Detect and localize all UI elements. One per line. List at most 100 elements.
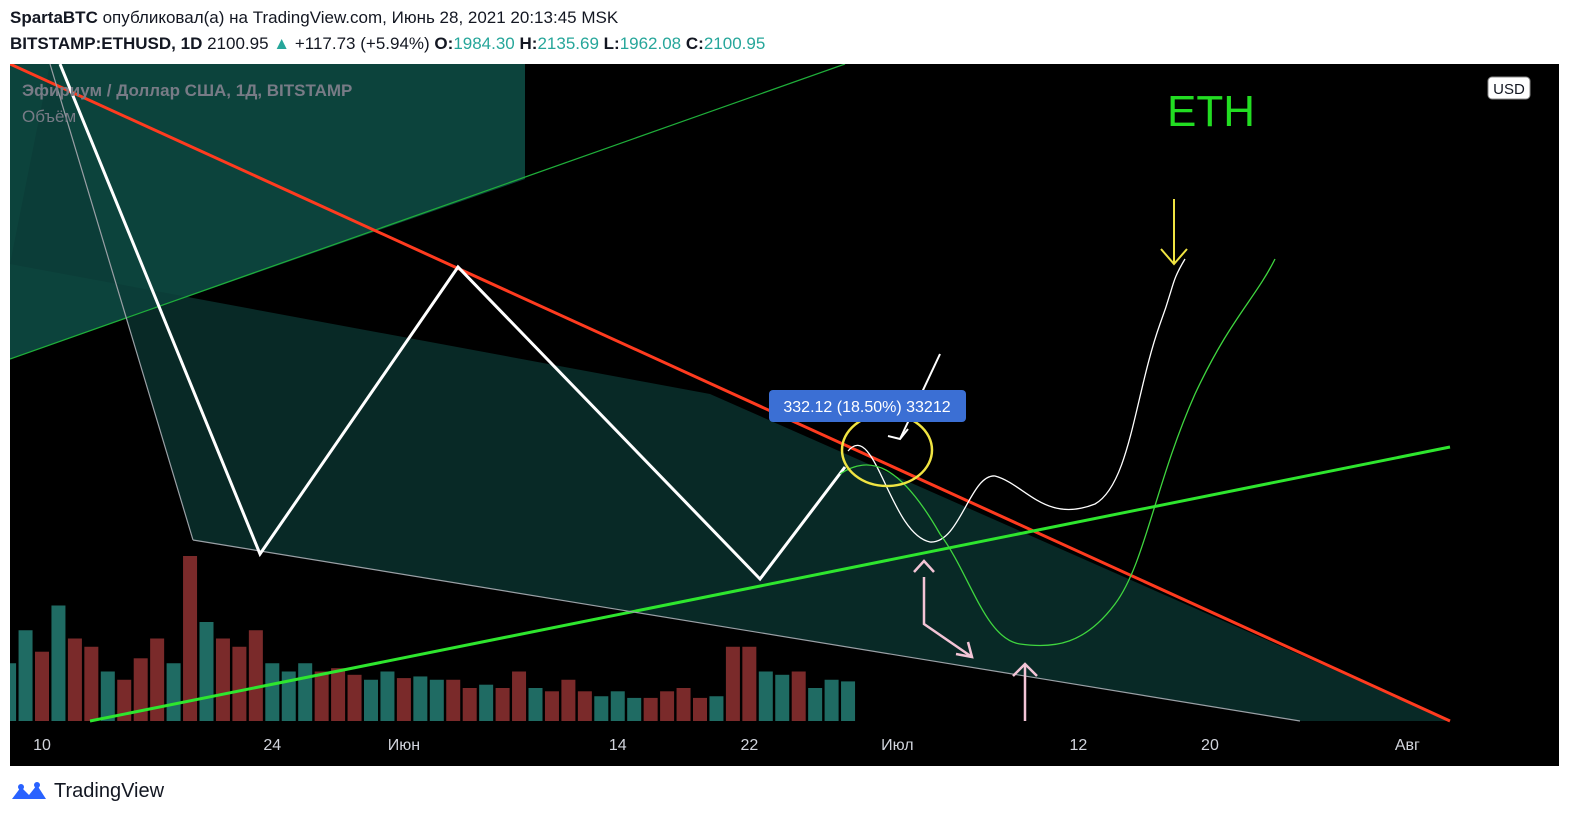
- time-tick-label: 24: [263, 737, 281, 754]
- volume-bar: [18, 630, 33, 721]
- volume-bar: [133, 658, 148, 721]
- volume-bar: [577, 691, 592, 721]
- high-value: 2135.69: [537, 34, 599, 53]
- volume-bar: [429, 679, 444, 721]
- volume-bar: [413, 676, 428, 721]
- volume-bar: [791, 671, 806, 721]
- volume-bar: [232, 646, 247, 721]
- currency-badge[interactable]: [1487, 76, 1531, 100]
- volume-bar: [35, 651, 49, 721]
- symbol-info: BITSTAMP:ETHUSD, 1D 2100.95 ▲ +117.73 (+…: [10, 34, 765, 54]
- tradingview-logo-icon: [12, 781, 46, 799]
- volume-bar: [67, 638, 82, 721]
- volume-bar: [150, 638, 165, 721]
- symbol-label: BITSTAMP:ETHUSD, 1D: [10, 34, 203, 53]
- volume-bar: [84, 646, 99, 721]
- measure-tooltip-text: 332.12 (18.50%) 33212: [783, 399, 950, 416]
- volume-bar: [495, 688, 510, 721]
- volume-bar: [298, 663, 313, 721]
- volume-bar: [10, 663, 17, 721]
- volume-bar: [758, 671, 773, 721]
- time-tick-label: 12: [1069, 737, 1087, 754]
- high-label: H:: [519, 34, 538, 53]
- low-value: 1962.08: [619, 34, 682, 53]
- time-tick-label: 20: [1201, 737, 1219, 754]
- volume-bar: [544, 691, 559, 721]
- lower-wedge-line: [192, 539, 1301, 722]
- volume-bar: [100, 671, 115, 721]
- pink-arrow-head-right: [955, 641, 974, 659]
- volume-bar: [610, 691, 625, 721]
- volume-bar: [627, 697, 642, 721]
- volume-bar: [824, 679, 839, 721]
- volume-legend-label: Объём: [22, 107, 76, 126]
- volume-bar: [676, 688, 691, 721]
- chart-panel[interactable]: 4000.003600.003200.002800.002400.002200.…: [10, 64, 1559, 766]
- low-label: L:: [603, 34, 620, 53]
- volume-bar: [660, 691, 675, 721]
- left-wedge-line: [49, 64, 194, 541]
- volume-bar: [166, 663, 181, 721]
- author[interactable]: SpartaBTC: [10, 8, 98, 27]
- white-projection-curve[interactable]: [847, 258, 1186, 543]
- volume-bar: [808, 688, 823, 721]
- price-change: +117.73 (+5.94%): [294, 34, 430, 53]
- volume-bar: [215, 638, 230, 721]
- support-trendline[interactable]: [89, 445, 1451, 723]
- volume-bar: [709, 696, 724, 721]
- close-value: 2100.95: [703, 34, 766, 53]
- eth-annotation[interactable]: ETH: [1167, 87, 1255, 136]
- volume-bar: [594, 696, 609, 721]
- upper-green-trendline[interactable]: [10, 64, 846, 360]
- upper-channel-fill: [10, 64, 525, 359]
- time-tick-label: Июн: [388, 737, 420, 754]
- chart-legend-title: Эфириум / Доллар США, 1Д, BITSTAMP: [22, 81, 352, 100]
- time-tick-label: Июл: [881, 737, 913, 754]
- volume-bar: [512, 671, 527, 721]
- volume-bar: [841, 681, 856, 721]
- volume-bar: [479, 684, 494, 721]
- volume-bar: [199, 622, 214, 721]
- volume-bar: [281, 671, 296, 721]
- volume-bar: [561, 679, 576, 721]
- footer-brand[interactable]: TradingView: [10, 780, 164, 803]
- pink-arrow-head-up: [913, 559, 935, 573]
- up-triangle-icon: ▲: [273, 34, 291, 53]
- volume-bar: [117, 679, 132, 721]
- volume-bar: [265, 663, 280, 721]
- resistance-trendline[interactable]: [10, 64, 1451, 723]
- time-tick-label: Авг: [1395, 737, 1420, 754]
- measure-tooltip-box[interactable]: [769, 390, 966, 422]
- open-label: O:: [434, 34, 454, 53]
- open-value: 1984.30: [453, 34, 515, 53]
- publish-text: опубликовал(а) на TradingView.com, Июнь …: [102, 8, 619, 27]
- currency-label: USD: [1493, 81, 1525, 98]
- volume-bar: [347, 674, 362, 721]
- yellow-arrow-head: [1160, 248, 1188, 266]
- volume-bar: [51, 605, 66, 721]
- price-chart[interactable]: 4000.003600.003200.002800.002400.002200.…: [10, 64, 1559, 766]
- volume-bar: [693, 697, 707, 721]
- volume-bar: [314, 671, 329, 721]
- pink-arrow: [922, 577, 973, 659]
- wedge-fill: [10, 64, 1450, 721]
- volume-bar: [248, 630, 263, 721]
- time-tick-label: 14: [609, 737, 627, 754]
- volume-bar: [183, 556, 198, 721]
- time-tick-label: 22: [740, 737, 758, 754]
- volume-bar: [331, 668, 346, 721]
- time-tick-label: 10: [33, 737, 51, 754]
- volume-bar: [528, 688, 543, 721]
- green-projection-curve[interactable]: [839, 258, 1276, 647]
- footer-brand-name: TradingView: [54, 780, 165, 802]
- volume-bar: [396, 678, 411, 721]
- volume-bar: [742, 646, 757, 721]
- close-label: C:: [685, 34, 704, 53]
- volume-bar: [775, 674, 790, 721]
- publish-info: SpartaBTC опубликовал(а) на TradingView.…: [10, 8, 618, 28]
- volume-bar: [462, 688, 477, 721]
- zigzag-pattern[interactable]: [58, 64, 847, 582]
- volume-bar: [380, 671, 395, 721]
- white-arrow-head: [887, 428, 909, 441]
- pink-arrow-bottom-head: [1012, 662, 1038, 677]
